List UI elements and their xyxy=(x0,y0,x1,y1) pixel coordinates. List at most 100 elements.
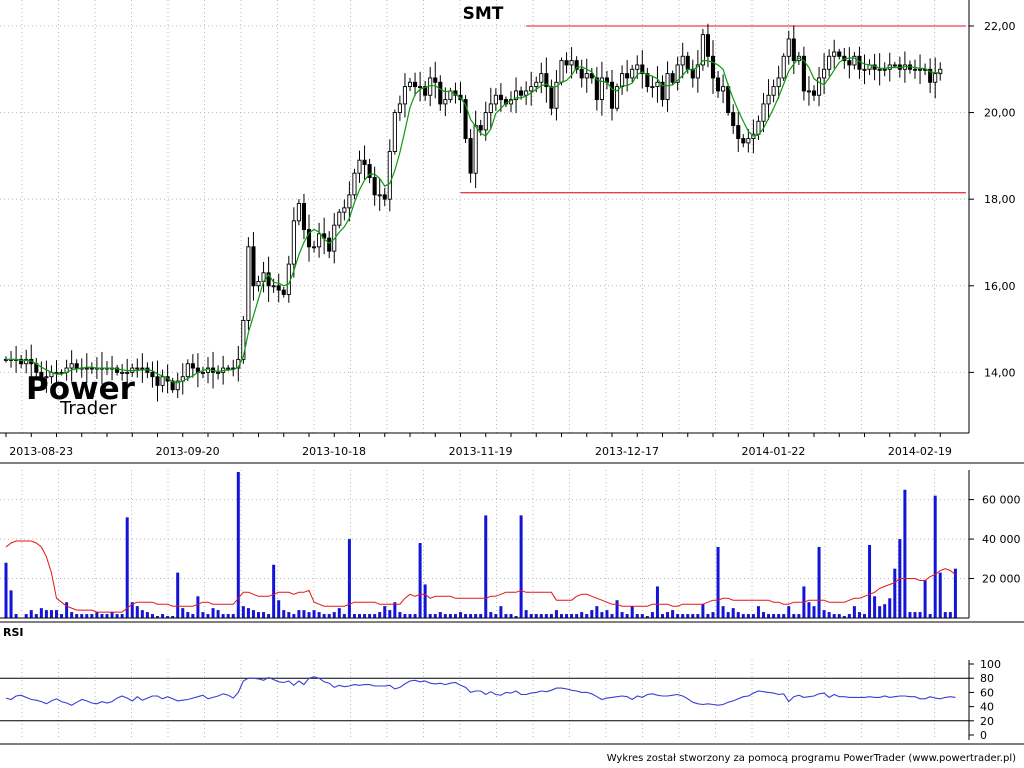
candle-body xyxy=(226,367,231,370)
candle-body xyxy=(680,55,685,66)
volume-bar xyxy=(756,606,760,618)
volume-bar xyxy=(539,614,543,618)
volume-bar xyxy=(640,614,644,618)
volume-bar xyxy=(681,614,685,618)
candle-body xyxy=(59,371,64,374)
volume-bar xyxy=(403,614,407,618)
candle-body xyxy=(140,367,145,370)
volume-bar xyxy=(418,543,422,618)
volume-bar xyxy=(953,568,957,618)
volume-bar xyxy=(903,489,907,618)
volume-bar xyxy=(100,614,104,618)
rsi-tick-label: 40 xyxy=(980,701,994,714)
candle-body xyxy=(372,177,377,196)
candle-body xyxy=(670,73,675,83)
volume-bar xyxy=(822,610,826,618)
candle-body xyxy=(822,68,827,79)
candle-body xyxy=(382,194,387,200)
candle-body xyxy=(700,34,705,66)
candle-body xyxy=(342,207,347,213)
volume-bar xyxy=(287,612,291,618)
volume-bar xyxy=(292,614,296,618)
volume-bar xyxy=(817,546,821,618)
volume-bar xyxy=(358,614,361,618)
volume-bar xyxy=(277,600,281,618)
volume-bar xyxy=(14,614,18,618)
candle-body xyxy=(190,363,195,369)
volume-bar xyxy=(191,614,195,618)
date-tick-label: 2013-11-19 xyxy=(449,445,513,458)
volume-bar xyxy=(595,606,599,618)
volume-bar xyxy=(115,614,119,618)
candle-body xyxy=(620,73,625,88)
candle-body xyxy=(306,229,312,248)
volume-bar xyxy=(852,606,856,618)
candle-body xyxy=(463,99,468,140)
volume-bar xyxy=(393,602,397,618)
candle-body xyxy=(524,90,529,96)
volume-bar xyxy=(554,610,558,618)
price-tick-label: 14,00 xyxy=(984,366,1016,379)
candle-body xyxy=(54,371,59,374)
candle-body xyxy=(312,246,317,249)
volume-bar xyxy=(923,580,927,618)
rsi-tick-label: 20 xyxy=(980,715,994,728)
volume-bar xyxy=(948,612,952,618)
volume-bar xyxy=(701,604,705,618)
date-tick-label: 2014-01-22 xyxy=(741,445,805,458)
candle-body xyxy=(251,246,256,287)
candle-body xyxy=(473,125,478,174)
candle-body xyxy=(488,103,493,114)
volume-bar xyxy=(842,616,846,618)
candle-body xyxy=(483,112,488,131)
volume-bar xyxy=(105,614,109,618)
candle-body xyxy=(609,81,615,109)
candle-body xyxy=(271,285,276,288)
candle-body xyxy=(160,376,165,386)
candle-body xyxy=(281,289,286,295)
candle-body xyxy=(423,86,428,96)
candle-body xyxy=(726,86,731,114)
volume-bar xyxy=(610,614,614,618)
candle-body xyxy=(216,371,221,374)
volume-bar xyxy=(352,614,356,618)
volume-bar xyxy=(29,610,33,618)
candle-body xyxy=(407,81,413,88)
price-tick-label: 20,00 xyxy=(984,107,1016,120)
rsi-levels xyxy=(0,677,969,722)
volume-bar xyxy=(913,612,917,618)
volume-bar xyxy=(39,608,43,618)
candle-body xyxy=(791,38,796,62)
volume-bar xyxy=(847,614,851,618)
candle-body xyxy=(736,125,741,140)
volume-bar xyxy=(459,612,462,618)
date-tick-label: 2013-09-20 xyxy=(156,445,220,458)
candle-body xyxy=(150,371,155,378)
candle-body xyxy=(721,86,726,92)
volume-bar xyxy=(570,614,574,618)
volume-bar xyxy=(635,614,639,618)
volume-bar xyxy=(630,606,634,618)
volume-bar xyxy=(221,614,225,618)
volume-bar xyxy=(332,612,336,618)
candle-body xyxy=(589,73,594,79)
volume-bar xyxy=(130,602,134,618)
candle-body xyxy=(933,73,938,83)
volume-bar xyxy=(34,614,38,618)
candle-body xyxy=(882,68,887,71)
candle-body xyxy=(741,138,746,144)
volume-bar xyxy=(650,612,654,618)
footer-credit: Wykres został stworzony za pomocą progra… xyxy=(607,753,1016,764)
volume-bar xyxy=(620,612,624,618)
candle-body xyxy=(832,51,837,57)
volume-bar xyxy=(65,602,69,618)
volume-bar xyxy=(686,614,690,618)
rsi-tick-label: 0 xyxy=(980,729,987,742)
candle-body xyxy=(115,367,120,373)
candle-body xyxy=(362,159,367,165)
candle-body xyxy=(685,55,690,70)
volume-bar xyxy=(60,614,64,618)
candle-body xyxy=(478,125,483,131)
